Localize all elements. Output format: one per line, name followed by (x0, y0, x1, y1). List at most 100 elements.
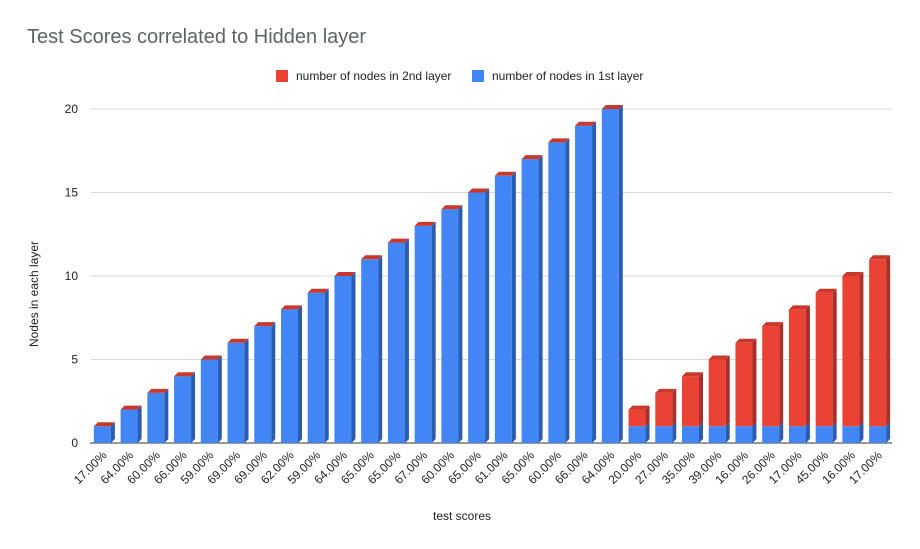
bar-top (655, 388, 677, 393)
y-axis-title: Nodes in each layer (27, 241, 41, 347)
bar (147, 392, 165, 443)
bar-top (387, 238, 409, 243)
bar-side (725, 355, 730, 427)
bar-side (886, 422, 891, 443)
bar (842, 276, 860, 427)
bar-side (191, 372, 196, 443)
bar (414, 225, 432, 443)
bar-side (431, 221, 436, 443)
y-tick-labels: 0 5 10 15 20 (65, 102, 79, 450)
legend-label: number of nodes in 2nd layer (296, 69, 451, 83)
bar-side (298, 305, 302, 443)
bar-top (174, 372, 196, 377)
y-tick-label: 0 (71, 436, 78, 450)
bar-top (441, 205, 463, 210)
bar-side (805, 422, 810, 443)
bar-side (378, 255, 383, 443)
bar-side (725, 422, 730, 443)
bar (468, 192, 486, 443)
bar (254, 326, 272, 443)
bar-top (307, 288, 329, 293)
bar-side (779, 422, 784, 443)
bar (869, 426, 887, 443)
bar-side (164, 388, 169, 443)
bar (307, 292, 325, 443)
bar-side (351, 272, 356, 443)
legend-swatch (472, 70, 484, 82)
bar-top (708, 355, 730, 360)
bar (575, 125, 593, 443)
bar-top (147, 388, 169, 393)
gridlines (90, 108, 892, 444)
bars (93, 105, 891, 444)
bar-top (762, 322, 784, 327)
bar-side (404, 238, 409, 443)
bar (334, 276, 352, 443)
bar-side (485, 188, 490, 443)
bar-top (735, 338, 757, 343)
legend-swatch (276, 70, 288, 82)
bar-side (699, 372, 703, 427)
bar-top (842, 272, 864, 276)
bar (815, 426, 833, 443)
bar (387, 242, 405, 443)
bar (628, 426, 646, 443)
bar (682, 376, 699, 427)
bar-top (200, 355, 222, 360)
bar-top (361, 255, 383, 260)
bar-side (565, 138, 570, 443)
bar-top (601, 105, 623, 109)
bar-side (511, 171, 516, 444)
bar-top (815, 288, 837, 293)
bar-top (788, 305, 810, 310)
legend: number of nodes in 2nd layer number of no… (276, 69, 643, 83)
bar-side (458, 205, 463, 443)
bar (361, 259, 379, 443)
bar (682, 426, 699, 443)
bar-top (227, 338, 249, 343)
bar (441, 209, 459, 443)
bar (788, 309, 806, 427)
bar (655, 392, 673, 427)
bar-top (120, 405, 142, 410)
bar-side (271, 322, 276, 443)
bar (628, 409, 646, 427)
bar (815, 292, 833, 427)
bar-top (93, 422, 115, 427)
bar-side (645, 405, 650, 427)
bar (735, 342, 753, 427)
y-tick-label: 10 (65, 269, 79, 283)
bar-side (672, 422, 677, 443)
bar-side (779, 322, 784, 427)
bar-side (110, 422, 115, 443)
bar (281, 309, 298, 443)
legend-label: number of nodes in 1st layer (492, 69, 643, 83)
y-tick-label: 20 (65, 102, 79, 116)
bar-side (217, 355, 222, 443)
bar (788, 426, 806, 443)
bar-top (494, 171, 516, 176)
bar (548, 142, 566, 443)
bar-top (682, 372, 703, 377)
bar-side (752, 422, 757, 443)
bar (842, 426, 860, 443)
bar (762, 426, 780, 443)
bar (200, 359, 218, 443)
bar (120, 409, 138, 443)
y-tick-label: 15 (65, 186, 79, 200)
bar-side (805, 305, 810, 427)
bar-side (859, 272, 864, 427)
bar (655, 426, 673, 443)
bar-side (592, 121, 597, 443)
bar-top (414, 221, 436, 226)
bar-side (832, 288, 837, 427)
bar-side (645, 422, 650, 443)
bar (93, 426, 111, 443)
bar-side (859, 422, 864, 443)
bar (869, 259, 887, 427)
bar-top (869, 255, 891, 260)
bar-top (254, 322, 276, 327)
bar-side (538, 155, 543, 443)
